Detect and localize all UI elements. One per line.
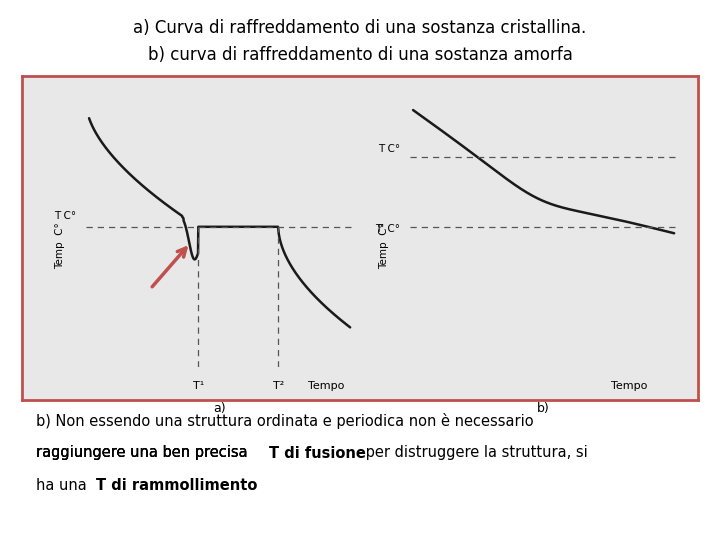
- Text: Tempo: Tempo: [611, 381, 647, 391]
- Text: T di rammollimento: T di rammollimento: [96, 478, 257, 493]
- Text: raggiungere una ben precisa: raggiungere una ben precisa: [36, 446, 252, 461]
- Text: b) curva di raffreddamento di una sostanza amorfa: b) curva di raffreddamento di una sostan…: [148, 46, 572, 64]
- Text: T²: T²: [273, 381, 284, 391]
- Text: per distruggere la struttura, si: per distruggere la struttura, si: [361, 446, 588, 461]
- Text: raggiungere una ben precisa: raggiungere una ben precisa: [36, 446, 252, 461]
- Text: b): b): [537, 402, 550, 415]
- Text: T¹: T¹: [193, 381, 204, 391]
- Text: Temp  C°: Temp C°: [55, 222, 65, 269]
- Text: a): a): [213, 402, 226, 415]
- Text: Temp  C°: Temp C°: [379, 222, 389, 269]
- Text: a) Curva di raffreddamento di una sostanza cristallina.: a) Curva di raffreddamento di una sostan…: [133, 19, 587, 37]
- Text: T C°: T C°: [377, 144, 400, 153]
- Text: T di fusione: T di fusione: [269, 446, 366, 461]
- Text: raggiungere una ben precisa: raggiungere una ben precisa: [36, 446, 252, 461]
- Text: b) Non essendo una struttura ordinata e periodica non è necessario: b) Non essendo una struttura ordinata e …: [36, 413, 534, 429]
- Text: ha una: ha una: [36, 478, 91, 493]
- Text: T' C°: T' C°: [374, 225, 400, 234]
- Text: Tempo: Tempo: [308, 381, 344, 391]
- Text: T C°: T C°: [53, 211, 76, 221]
